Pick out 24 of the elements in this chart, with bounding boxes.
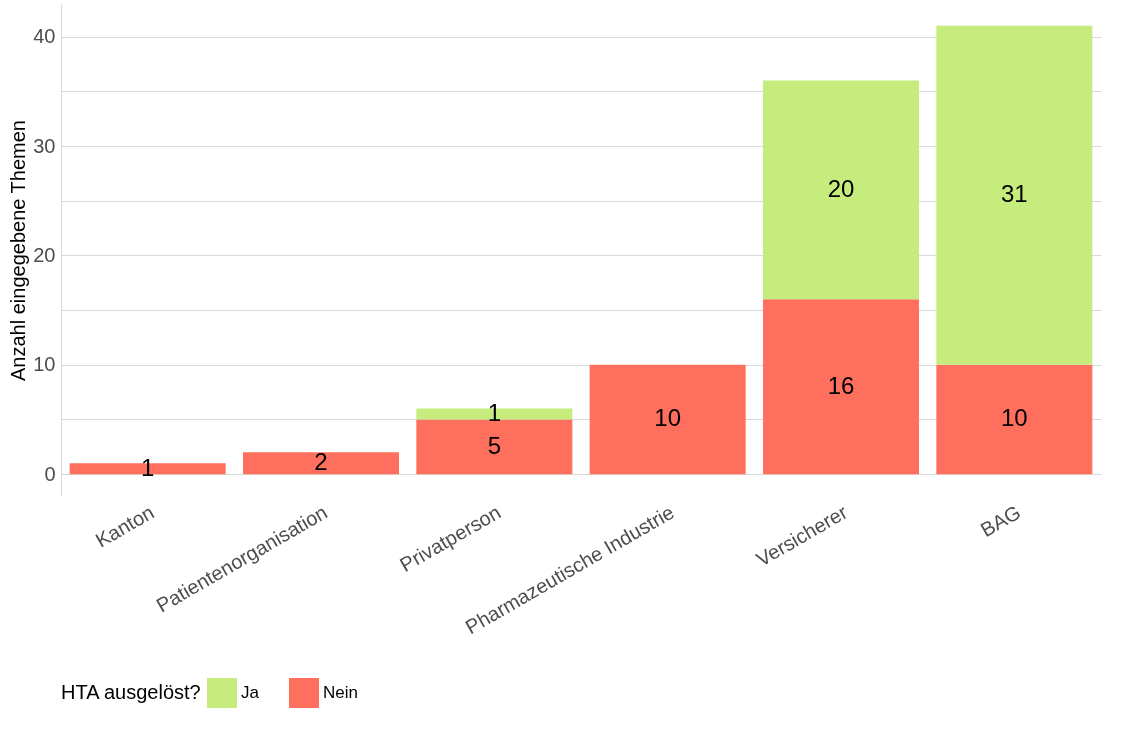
data-label: 20 — [827, 174, 855, 202]
data-label: 10 — [654, 404, 682, 432]
legend-label: Nein — [323, 683, 358, 702]
bar — [936, 364, 1093, 475]
legend-title: HTA ausgelöst? — [61, 681, 201, 703]
bar — [936, 25, 1093, 365]
y-tick-label: 40 — [33, 25, 56, 48]
bar — [589, 364, 746, 475]
bar — [763, 80, 919, 300]
x-tick-label: BAG — [976, 500, 1025, 541]
data-label: 31 — [1000, 180, 1028, 208]
data-label: 16 — [827, 371, 855, 399]
bar — [243, 452, 399, 475]
y-tick-label: 10 — [33, 353, 56, 376]
data-label: 5 — [487, 431, 502, 459]
data-label: 2 — [314, 448, 328, 476]
legend-label: Ja — [241, 683, 260, 702]
y-tick-label: 20 — [33, 243, 56, 266]
bar — [763, 299, 919, 475]
y-tick-label: 30 — [33, 134, 56, 157]
y-tick-label: 0 — [44, 462, 56, 485]
data-label: 10 — [1000, 404, 1028, 432]
bar — [416, 419, 573, 475]
y-axis-title: Anzahl eingegebene Themen — [7, 120, 30, 381]
